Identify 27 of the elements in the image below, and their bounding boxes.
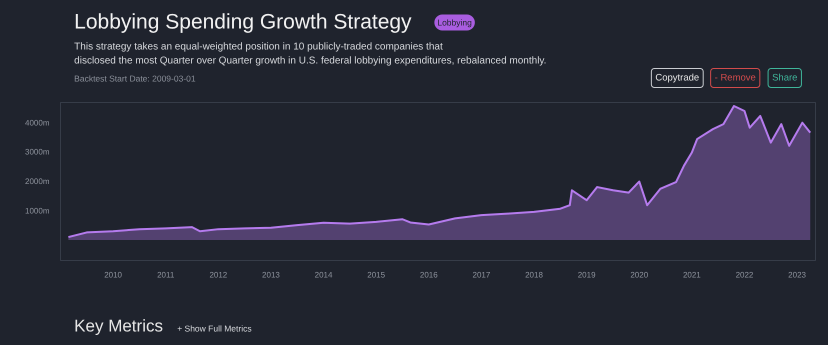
text: + Show Full Metrics <box>177 324 252 334</box>
x-tick-label: 2019 <box>578 270 596 280</box>
text: - Remove <box>714 72 756 84</box>
chart-subtitle: This strategy takes an equal-weighted position in 10 publicly-traded companies that disclosed the most Quarter over Quarter growth in U.S. federal lobbying expenditures, rebalanced monthly. <box>74 42 546 66</box>
text: Lobbying <box>437 18 472 28</box>
x-tick-label: 2012 <box>209 270 228 280</box>
y-tick-label: 2000m <box>25 177 50 186</box>
x-tick-label: 2023 <box>788 270 807 280</box>
y-tick-label: 3000m <box>25 148 50 157</box>
chart-title: Lobbying Spending Growth Strategy <box>74 10 412 34</box>
x-tick-label: 2010 <box>104 270 123 280</box>
x-tick-label: 2022 <box>736 270 754 280</box>
x-tick-label: 2014 <box>314 270 334 280</box>
text: Backtest Start Date: 2009-03-01 <box>74 74 196 84</box>
x-tick-label: 2011 <box>157 270 175 280</box>
x-tick-label: 2020 <box>630 270 649 280</box>
x-tick-label: 2018 <box>525 270 544 280</box>
x-tick-label: 2021 <box>682 270 702 280</box>
x-tick-label: 2013 <box>262 270 280 280</box>
y-tick-label: 1000m <box>25 206 50 216</box>
text: Key Metrics <box>74 316 163 336</box>
y-tick-label: 4000m <box>25 118 50 128</box>
x-tick-label: 2017 <box>472 270 491 280</box>
text: Copytrade <box>655 72 700 84</box>
text: Share <box>772 72 798 84</box>
x-tick-label: 2016 <box>420 270 438 280</box>
x-tick-label: 2015 <box>367 270 386 280</box>
